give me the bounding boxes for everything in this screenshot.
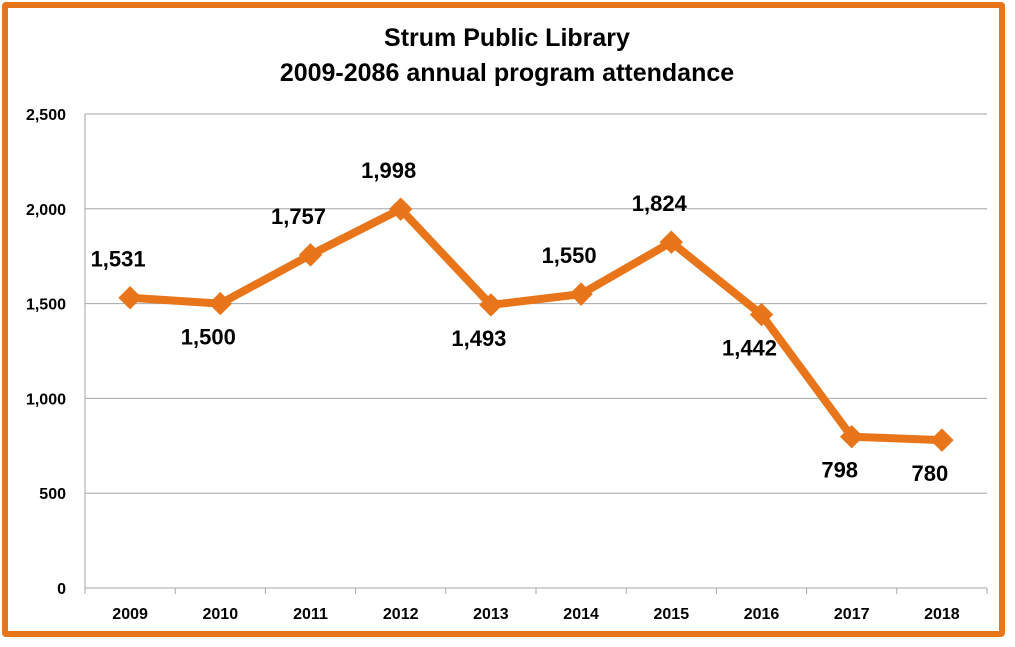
data-point [749, 302, 774, 327]
x-tick-label: 2016 [744, 606, 780, 623]
gridlines [85, 113, 987, 494]
data-point [388, 197, 413, 221]
y-axis-ticks: 0 500 1,000 1,500 2,000 2,500 [26, 107, 66, 598]
x-tick-label: 2015 [654, 606, 690, 623]
y-tick-label: 2,500 [26, 107, 66, 124]
y-tick-label: 1,000 [26, 391, 66, 408]
data-point [930, 428, 954, 452]
data-point [659, 230, 684, 254]
chart-frame [2, 2, 1005, 637]
data-label: 1,442 [722, 336, 777, 361]
x-tick-label: 2013 [473, 606, 509, 623]
series-layer [118, 197, 954, 452]
x-tick-label: 2018 [924, 606, 960, 623]
x-tick-label: 2012 [383, 606, 419, 623]
data-label: 798 [821, 458, 858, 483]
x-tick-label: 2017 [834, 606, 870, 623]
x-axis-ticks: 2009 2010 2011 2012 2013 2014 2015 2016 2017 2018 [112, 606, 959, 623]
y-tick-label: 500 [39, 486, 66, 503]
data-label: 1,824 [632, 191, 688, 216]
data-label: 1,550 [542, 243, 597, 268]
data-point [208, 291, 233, 316]
chart-subtitle: 2009-2086 annual program attendance [280, 59, 734, 87]
series-line [126, 205, 946, 445]
data-point [479, 293, 503, 317]
x-tick-label: 2009 [112, 606, 148, 623]
data-point [118, 286, 142, 310]
data-labels: 1,531 1,500 1,757 1,998 1,493 1,550 1,824 1,442… [91, 158, 949, 486]
data-point [569, 282, 593, 306]
y-tick-label: 2,000 [26, 202, 66, 219]
chart-title: Strum Public Library [384, 24, 630, 52]
x-tick-label: 2014 [563, 606, 599, 623]
x-tick-label: 2011 [293, 606, 328, 623]
data-label: 1,531 [91, 247, 146, 272]
data-label: 1,500 [181, 325, 236, 350]
data-label: 1,757 [271, 204, 326, 229]
x-tick-label: 2010 [203, 606, 239, 623]
axes [84, 114, 988, 594]
y-tick-label: 1,500 [26, 297, 66, 314]
data-label: 1,998 [361, 158, 416, 183]
y-tick-label: 0 [57, 581, 66, 598]
data-label: 780 [912, 461, 949, 486]
data-point [298, 243, 323, 267]
data-point [839, 424, 864, 449]
data-label: 1,493 [451, 326, 506, 351]
